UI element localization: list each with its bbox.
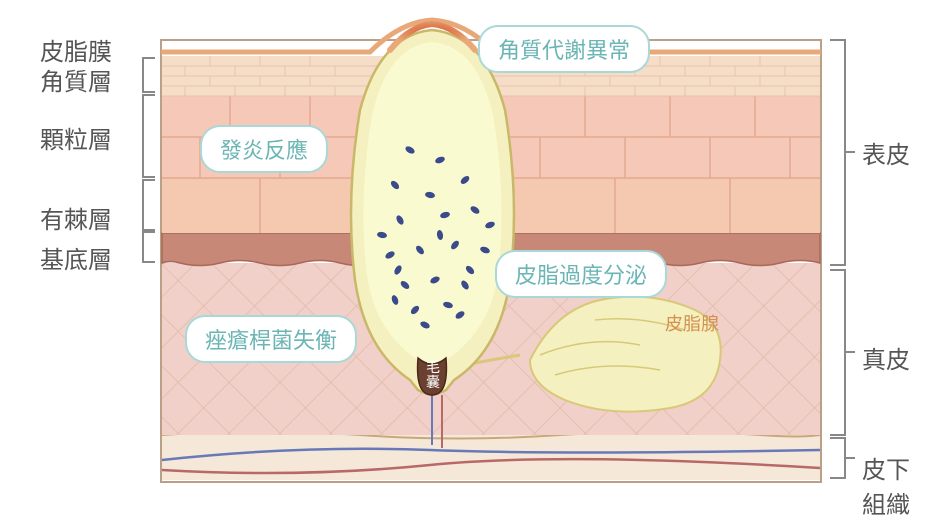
pill-inflammation: 發炎反應 (200, 125, 328, 173)
label-stratum-granulosum: 顆粒層 (40, 120, 112, 155)
label-follicle: 毛囊 (423, 360, 443, 391)
label-sebaceous-gland: 皮脂腺 (665, 310, 719, 336)
follicle-sac (351, 30, 514, 395)
label-dermis: 真皮 (862, 340, 910, 375)
pill-keratin-abnormal: 角質代謝異常 (478, 25, 650, 73)
pill-sebum-excess: 皮脂過度分泌 (495, 250, 667, 298)
label-hypodermis: 皮下組織 (862, 450, 927, 520)
skin-diagram-svg (0, 0, 927, 509)
right-brackets (830, 40, 855, 478)
label-epidermis: 表皮 (862, 135, 910, 170)
label-stratum-spinosum: 有棘層 (40, 200, 112, 235)
left-brackets (143, 58, 155, 262)
label-stratum-corneum: 角質層 (40, 62, 112, 97)
label-stratum-basale: 基底層 (40, 240, 112, 275)
pill-bacteria-imbalance: 痤瘡桿菌失衡 (185, 315, 357, 363)
